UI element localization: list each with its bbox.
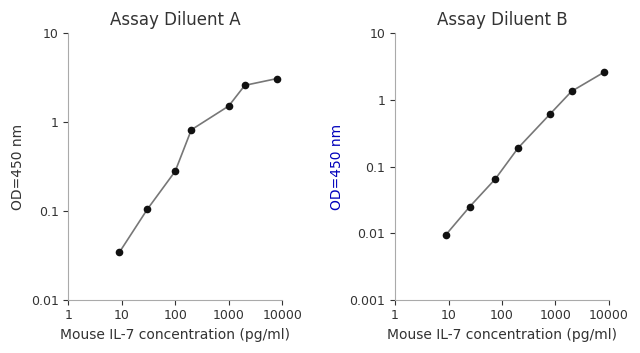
X-axis label: Mouse IL-7 concentration (pg/ml): Mouse IL-7 concentration (pg/ml) [60, 328, 290, 342]
Title: Assay Diluent A: Assay Diluent A [110, 11, 241, 29]
Y-axis label: OD=450 nm: OD=450 nm [11, 124, 25, 210]
Title: Assay Diluent B: Assay Diluent B [436, 11, 567, 29]
X-axis label: Mouse IL-7 concentration (pg/ml): Mouse IL-7 concentration (pg/ml) [387, 328, 617, 342]
Y-axis label: OD=450 nm: OD=450 nm [330, 124, 344, 210]
